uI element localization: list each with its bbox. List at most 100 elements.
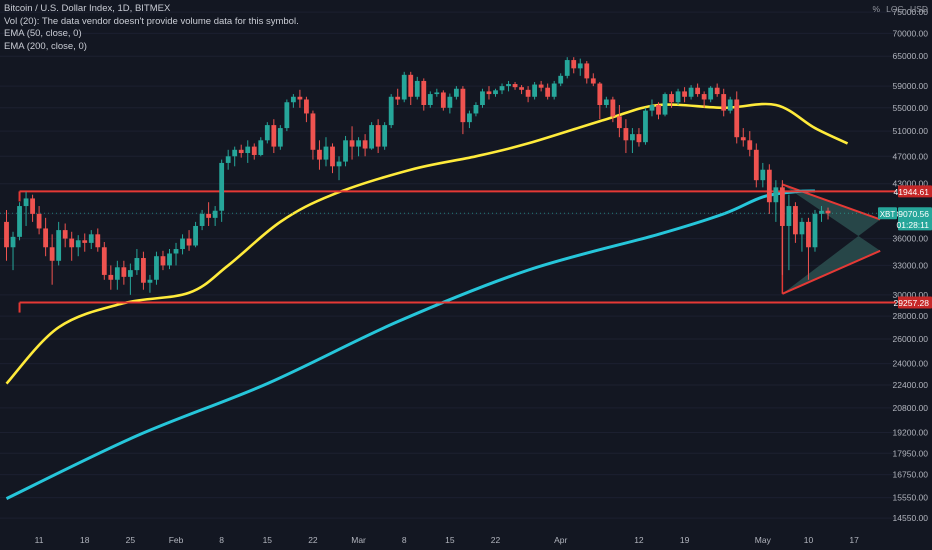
symbol-legend[interactable]: Bitcoin / U.S. Dollar Index, 1D, BITMEX bbox=[4, 3, 171, 14]
candle-body bbox=[238, 149, 244, 154]
candle-body bbox=[447, 96, 453, 108]
ema-50-path bbox=[5, 102, 849, 385]
candle-body bbox=[82, 240, 88, 243]
x-tick-label: Apr bbox=[554, 535, 567, 545]
x-tick-label: 19 bbox=[680, 535, 690, 545]
x-tick-label: May bbox=[755, 535, 772, 545]
volume-legend[interactable]: Vol (20): The data vendor doesn't provid… bbox=[4, 15, 299, 27]
symbol-tag: XBT bbox=[880, 210, 896, 219]
candle-body bbox=[167, 253, 172, 266]
horizontal-levels bbox=[0, 190, 896, 313]
candle-body bbox=[401, 74, 407, 100]
triangle-fill bbox=[782, 184, 881, 294]
candle-body bbox=[101, 247, 107, 275]
candle-body bbox=[760, 169, 766, 181]
candle-body bbox=[36, 213, 42, 229]
candle-body bbox=[806, 221, 811, 248]
candle-body bbox=[356, 140, 361, 147]
candle-body bbox=[108, 274, 114, 280]
candle-body bbox=[408, 74, 414, 97]
price-axis[interactable]: 75000.00 70000.00 65000.00 59000.00 55000.00… bbox=[893, 7, 929, 523]
y-tick-label: 47000.00 bbox=[893, 151, 929, 161]
log-scale-button[interactable]: LOG bbox=[886, 4, 905, 14]
candle-body bbox=[121, 267, 127, 277]
candle-body bbox=[493, 90, 498, 95]
candle-body bbox=[251, 146, 257, 155]
ema200-legend[interactable]: EMA (200, close, 0) bbox=[4, 40, 87, 52]
candle-body bbox=[603, 99, 609, 105]
candle-body bbox=[173, 249, 179, 254]
candle-body bbox=[564, 60, 570, 76]
candle-body bbox=[30, 198, 35, 214]
candle-body bbox=[310, 113, 316, 150]
candle-body bbox=[69, 238, 75, 248]
level-price-label-2-bg bbox=[898, 296, 932, 309]
candle-body bbox=[499, 86, 505, 91]
candle-body bbox=[473, 104, 479, 114]
y-tick-label: 14550.00 bbox=[893, 513, 929, 523]
candle-body bbox=[297, 96, 303, 100]
candle-body bbox=[675, 91, 681, 103]
candle-body bbox=[134, 258, 140, 271]
candle-body bbox=[147, 279, 153, 283]
candle-body bbox=[193, 225, 198, 246]
y-tick-label: 20800.00 bbox=[893, 403, 929, 413]
candle-body bbox=[727, 99, 733, 111]
candle-body bbox=[17, 206, 22, 237]
ema50-legend[interactable]: EMA (50, close, 0) bbox=[4, 28, 82, 40]
candle-body bbox=[734, 99, 740, 138]
candle-body bbox=[538, 84, 544, 88]
candle-body bbox=[199, 213, 205, 226]
y-tick-label: 17950.00 bbox=[893, 448, 929, 458]
ema-200-line bbox=[5, 189, 816, 500]
candle-body bbox=[577, 63, 583, 69]
candle-body bbox=[695, 87, 701, 95]
candle-body bbox=[245, 146, 251, 154]
currency-button[interactable]: USD bbox=[910, 4, 928, 14]
candle-body bbox=[812, 213, 818, 248]
ema-200-path bbox=[5, 189, 816, 500]
y-tick-label: 15550.00 bbox=[893, 493, 929, 503]
candle-body bbox=[799, 221, 805, 235]
candle-body bbox=[656, 104, 661, 115]
candle-body bbox=[317, 149, 322, 160]
candle-body bbox=[23, 198, 29, 207]
candle-body bbox=[558, 75, 564, 84]
candle-body bbox=[590, 78, 596, 84]
candle-body bbox=[284, 102, 290, 129]
level-price-label-bg bbox=[898, 185, 932, 198]
candle-body bbox=[362, 140, 368, 149]
candle-body bbox=[141, 258, 146, 283]
candle-body bbox=[571, 60, 577, 69]
candle-body bbox=[453, 88, 459, 97]
candle-body bbox=[375, 125, 381, 147]
last-price-label: 39070.56 bbox=[894, 209, 930, 219]
candle-body bbox=[688, 87, 694, 97]
y-tick-label: 26000.00 bbox=[893, 334, 929, 344]
candle-body bbox=[467, 113, 472, 123]
y-tick-label: 36000.00 bbox=[893, 234, 929, 244]
candle-body bbox=[88, 234, 94, 243]
candle-body bbox=[127, 270, 133, 277]
candle-body bbox=[180, 238, 185, 250]
candle-body bbox=[786, 206, 792, 226]
candle-body bbox=[630, 134, 635, 141]
candle-body bbox=[753, 149, 759, 181]
y-tick-label: 55000.00 bbox=[893, 103, 929, 113]
candle-body bbox=[206, 213, 212, 218]
candle-body bbox=[336, 161, 342, 167]
percent-scale-button[interactable]: % bbox=[872, 4, 881, 14]
candle-body bbox=[395, 96, 401, 100]
y-tick-label: 65000.00 bbox=[893, 51, 929, 61]
candle-body bbox=[766, 169, 772, 203]
candle-body bbox=[480, 91, 485, 105]
time-axis[interactable]: 11 18 25 Feb 8 15 22 Mar 8 15 22 Apr 12 19 May 10 17 bbox=[35, 535, 859, 545]
candle-body bbox=[682, 91, 687, 97]
y-tick-label: 33000.00 bbox=[893, 260, 929, 270]
candle-body bbox=[49, 247, 55, 261]
candle-body bbox=[4, 221, 9, 248]
grid bbox=[0, 11, 896, 519]
candle-body bbox=[62, 230, 68, 239]
